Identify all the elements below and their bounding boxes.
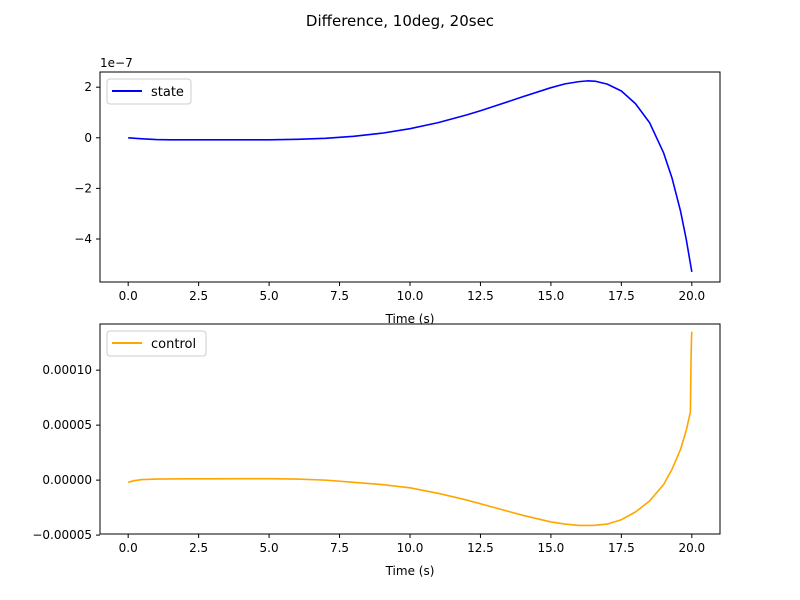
state-series-layer [128, 80, 693, 273]
control-x-tick-label: 12.5 [467, 541, 494, 555]
state-offset-text: 1e−7 [100, 56, 133, 70]
state-y-tick-label: −4 [74, 232, 92, 246]
control-x-tick-label: 17.5 [608, 541, 635, 555]
control-x-tick-label: 10.0 [397, 541, 424, 555]
control-x-tick-label: 15.0 [538, 541, 565, 555]
state-x-tick-label: 12.5 [467, 289, 494, 303]
control-x-tick-label: 2.5 [189, 541, 208, 555]
control-x-ticks: 0.0 2.5 5.0 7.5 10.0 12.5 15.0 17.5 20.0 [119, 534, 705, 555]
state-x-tick-label: 7.5 [330, 289, 349, 303]
state-plot-area [100, 72, 720, 282]
state-y-tick-label: 2 [84, 80, 92, 94]
control-plot-area [100, 324, 720, 534]
state-panel: 0.0 2.5 5.0 7.5 10.0 12.5 15.0 17.5 20.0 −4−202 … [74, 56, 721, 326]
state-y-ticks: −4 −2 0 2 [74, 80, 100, 246]
control-x-axis-label: Time (s) [385, 564, 435, 578]
control-y-ticks: −0.00005 0.00000 0.00005 0.00010 [32, 363, 100, 542]
control-x-tick-label: 20.0 [678, 541, 705, 555]
state-x-tick-label: 5.0 [260, 289, 279, 303]
control-y-tick-label: 0.00000 [42, 473, 92, 487]
state-x-ticks: 0.0 2.5 5.0 7.5 10.0 12.5 15.0 17.5 20.0 [119, 282, 705, 303]
state-x-axis-label: Time (s) [385, 312, 435, 326]
state-legend-label: state [151, 85, 184, 100]
control-series-layer [127, 331, 693, 527]
control-y-tick-label: −0.00005 [32, 528, 92, 542]
control-y-tick-label: 0.00005 [42, 418, 92, 432]
control-series-line [127, 331, 693, 527]
state-x-tick-label: 15.0 [538, 289, 565, 303]
control-y-tick-label: 0.00010 [42, 363, 92, 377]
control-x-tick-label: 5.0 [260, 541, 279, 555]
control-x-tick-label: 0.0 [119, 541, 138, 555]
state-legend-box [106, 78, 192, 105]
control-legend-label: control [151, 337, 196, 352]
state-y-tick-label: 0 [84, 131, 92, 145]
state-x-tick-label: 10.0 [397, 289, 424, 303]
state-legend: state [106, 78, 192, 105]
state-series-line [128, 80, 693, 273]
control-x-tick-label: 7.5 [330, 541, 349, 555]
state-y-tick-label: −2 [74, 181, 92, 195]
state-x-tick-label: 2.5 [189, 289, 208, 303]
state-x-tick-label: 17.5 [608, 289, 635, 303]
state-x-tick-label: 20.0 [678, 289, 705, 303]
control-panel: 0.0 2.5 5.0 7.5 10.0 12.5 15.0 17.5 20.0 −0.0000… [32, 323, 721, 578]
state-x-tick-label: 0.0 [119, 289, 138, 303]
control-legend-box [106, 330, 207, 357]
control-legend: control [106, 330, 207, 357]
figure-title: Difference, 10deg, 20sec [306, 12, 494, 30]
